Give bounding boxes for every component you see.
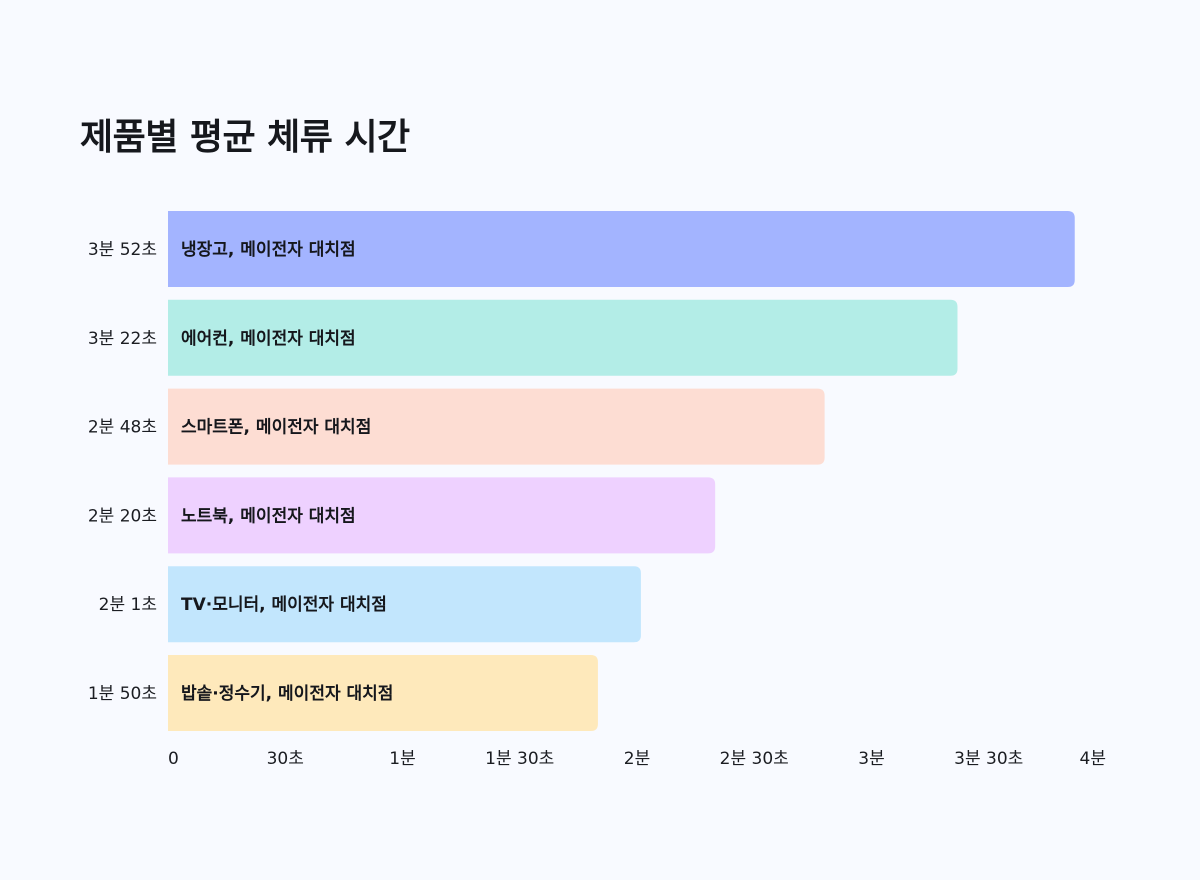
bar (168, 566, 641, 643)
x-tick-label: 1분 30초 (485, 749, 554, 769)
bar-row-1: 냉장고, 메이전자 대치점 3분 52초 (88, 211, 1075, 287)
bar-row-6: 밥솥·정수기, 메이전자 대치점 1분 50초 (88, 655, 598, 731)
bar-category-label: 냉장고, 메이전자 대치점 (181, 240, 356, 260)
bar (168, 299, 958, 376)
bar-value-label: 3분 22초 (88, 329, 157, 349)
bar-value-label: 1분 50초 (88, 684, 157, 704)
bar (168, 477, 716, 554)
bar-category-label: 노트북, 메이전자 대치점 (181, 506, 356, 526)
bar (168, 211, 1075, 287)
bar-row-3: 스마트폰, 메이전자 대치점 2분 48초 (88, 388, 825, 465)
bar-category-label: 에어컨, 메이전자 대치점 (181, 329, 356, 349)
x-tick-label: 2분 30초 (720, 749, 789, 769)
x-tick-label: 2분 (624, 749, 650, 769)
bar-row-4: 노트북, 메이전자 대치점 2분 20초 (88, 477, 716, 554)
bar-category-label: TV·모니터, 메이전자 대치점 (181, 595, 387, 615)
x-tick-label: 30초 (267, 749, 304, 769)
bar-value-label: 2분 48초 (88, 418, 157, 438)
x-tick-label: 3분 (858, 749, 884, 769)
bar-row-2: 에어컨, 메이전자 대치점 3분 22초 (88, 299, 958, 376)
bar-category-label: 밥솥·정수기, 메이전자 대치점 (181, 684, 393, 704)
bar-category-label: 스마트폰, 메이전자 대치점 (181, 418, 371, 438)
bar-value-label: 2분 1초 (99, 595, 157, 615)
x-tick-label: 4분 (1080, 749, 1106, 769)
x-axis: 0 30초 1분 1분 30초 2분 2분 30초 3분 3분 30초 4분 (168, 749, 1106, 769)
bar-row-5: TV·모니터, 메이전자 대치점 2분 1초 (99, 566, 641, 643)
x-tick-label: 1분 (389, 749, 415, 769)
bar (168, 388, 825, 465)
x-tick-label: 0 (168, 749, 179, 769)
bar-value-label: 2분 20초 (88, 506, 157, 526)
page-title: 제품별 평균 체류 시간 (80, 117, 410, 158)
bar (168, 655, 598, 731)
bar-value-label: 3분 52초 (88, 240, 157, 260)
x-tick-label: 3분 30초 (954, 749, 1023, 769)
